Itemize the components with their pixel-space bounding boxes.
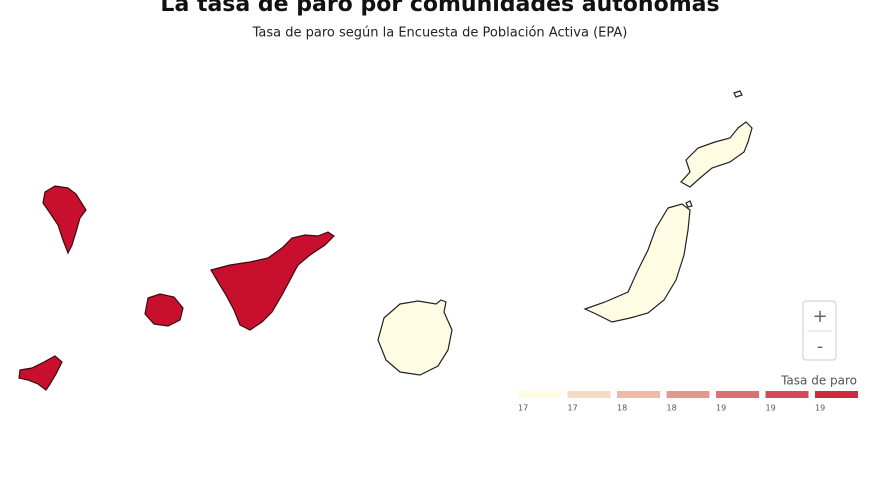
fuerteventura: [583, 203, 691, 323]
islet: [733, 90, 743, 98]
la-gomera: [144, 293, 184, 327]
el-hierro: [18, 355, 63, 391]
legend-swatch: [666, 391, 710, 398]
legend-label: 17: [568, 404, 578, 413]
zoom-controls: + -: [802, 300, 837, 361]
legend-label: 18: [667, 404, 677, 413]
legend: 17 17 18 18 19 19 19: [518, 391, 858, 413]
legend-swatch: [567, 391, 611, 398]
legend-swatch: [765, 391, 809, 398]
legend-swatch: [518, 391, 561, 398]
legend-label: 19: [716, 404, 726, 413]
legend-label: 17: [518, 404, 528, 413]
legend-title: Tasa de paro: [780, 374, 857, 388]
gran-canaria: [377, 299, 453, 376]
legend-label: 19: [766, 404, 776, 413]
la-palma: [42, 185, 87, 255]
islet: [685, 200, 693, 208]
legend-swatch: [716, 391, 759, 398]
legend-swatch: [815, 391, 858, 398]
title: La tasa de paro por comunidades autónoma…: [160, 0, 719, 17]
legend-label: 18: [617, 404, 627, 413]
zoom-in[interactable]: +: [812, 306, 827, 327]
tenerife: [210, 231, 335, 331]
legend-swatch: [617, 391, 660, 398]
islands: [18, 90, 753, 391]
zoom-out[interactable]: -: [817, 336, 824, 357]
subtitle: Tasa de paro según la Encuesta de Poblac…: [252, 26, 628, 41]
legend-label: 19: [815, 404, 825, 413]
lanzarote: [680, 121, 753, 188]
